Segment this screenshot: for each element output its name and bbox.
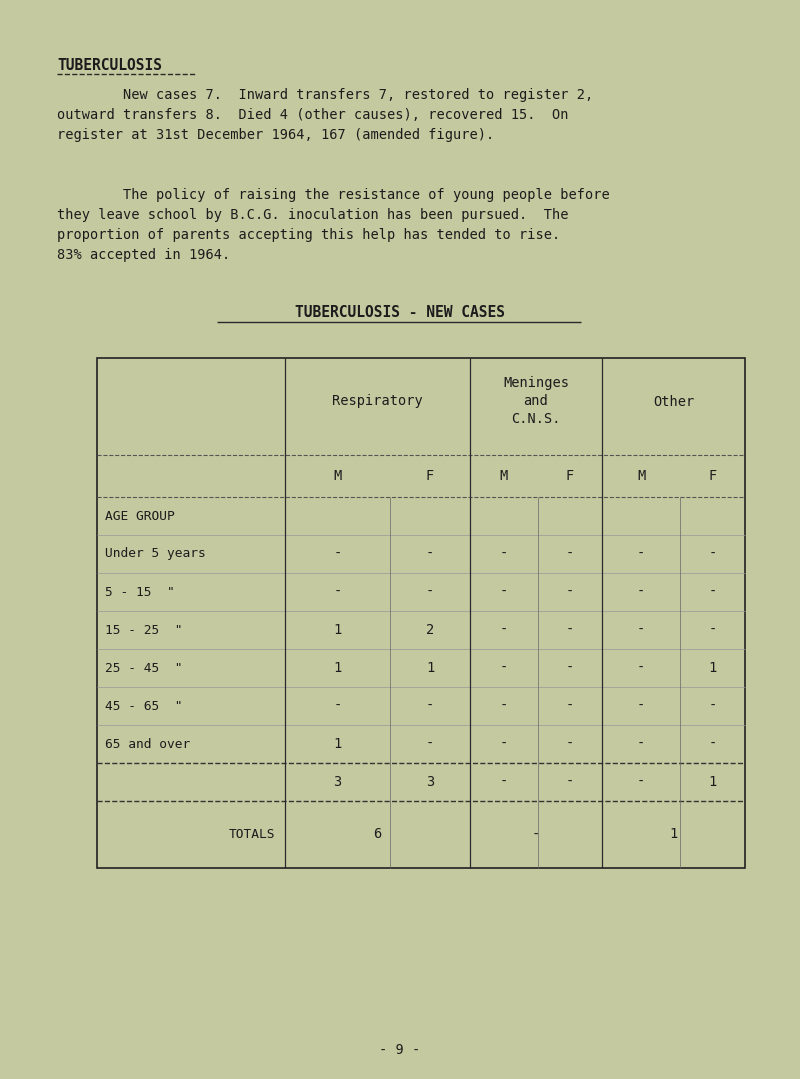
Text: -: - [500, 699, 508, 713]
Text: -: - [566, 585, 574, 599]
Text: -: - [500, 585, 508, 599]
Text: -: - [637, 585, 645, 599]
Text: -: - [637, 737, 645, 751]
Text: Other: Other [653, 395, 694, 409]
Text: -: - [500, 547, 508, 561]
Text: -: - [637, 661, 645, 675]
Text: -: - [708, 737, 717, 751]
Text: 1: 1 [426, 661, 434, 675]
Text: Meninges: Meninges [503, 375, 569, 390]
Text: 65 and over: 65 and over [105, 738, 190, 751]
Text: -: - [500, 623, 508, 637]
Text: 15 - 25  ": 15 - 25 " [105, 624, 182, 637]
Text: -: - [566, 547, 574, 561]
Text: -: - [334, 699, 342, 713]
Text: 1: 1 [334, 661, 342, 675]
Text: -: - [426, 585, 434, 599]
Text: -: - [566, 737, 574, 751]
Text: - 9 -: - 9 - [379, 1043, 421, 1057]
Text: -: - [500, 775, 508, 789]
Bar [97, 358, 745, 868]
Text: 2: 2 [426, 623, 434, 637]
Text: -: - [708, 547, 717, 561]
Text: -: - [708, 699, 717, 713]
Text: M: M [637, 469, 645, 483]
Text: -: - [708, 623, 717, 637]
Text: M: M [334, 469, 342, 483]
Text: F: F [708, 469, 717, 483]
Text: -: - [637, 699, 645, 713]
Text: 6: 6 [374, 828, 382, 842]
Text: -: - [708, 585, 717, 599]
Text: F: F [566, 469, 574, 483]
Text: 3: 3 [334, 775, 342, 789]
Text: TUBERCULOSIS: TUBERCULOSIS [57, 58, 162, 73]
Text: -: - [334, 585, 342, 599]
Text: AGE GROUP: AGE GROUP [105, 509, 174, 522]
Text: 3: 3 [426, 775, 434, 789]
Text: F: F [426, 469, 434, 483]
Text: 1: 1 [334, 737, 342, 751]
Text: Respiratory: Respiratory [332, 395, 423, 409]
Text: The policy of raising the resistance of young people before
they leave school by: The policy of raising the resistance of … [57, 188, 610, 262]
Text: -: - [426, 699, 434, 713]
Text: 45 - 65  ": 45 - 65 " [105, 699, 182, 712]
Text: 1: 1 [670, 828, 678, 842]
Text: TUBERCULOSIS - NEW CASES: TUBERCULOSIS - NEW CASES [295, 305, 505, 320]
Text: -: - [637, 775, 645, 789]
Text: -: - [637, 547, 645, 561]
Text: 1: 1 [708, 661, 717, 675]
Text: Under 5 years: Under 5 years [105, 547, 206, 560]
Text: -: - [426, 737, 434, 751]
Text: -: - [500, 737, 508, 751]
Text: TOTALS: TOTALS [229, 828, 275, 841]
Text: M: M [500, 469, 508, 483]
Text: -: - [566, 623, 574, 637]
Text: C.N.S.: C.N.S. [511, 412, 561, 426]
Text: -: - [637, 623, 645, 637]
Text: -: - [500, 661, 508, 675]
Text: 1: 1 [334, 623, 342, 637]
Text: 5 - 15  ": 5 - 15 " [105, 586, 174, 599]
Text: -: - [566, 661, 574, 675]
Text: New cases 7.  Inward transfers 7, restored to register 2,
outward transfers 8.  : New cases 7. Inward transfers 7, restore… [57, 88, 594, 142]
Text: -: - [566, 699, 574, 713]
Text: -: - [532, 828, 540, 842]
Text: 25 - 45  ": 25 - 45 " [105, 661, 182, 674]
Text: -: - [566, 775, 574, 789]
Text: and: and [524, 394, 548, 408]
Text: -: - [334, 547, 342, 561]
Text: 1: 1 [708, 775, 717, 789]
Text: -: - [426, 547, 434, 561]
